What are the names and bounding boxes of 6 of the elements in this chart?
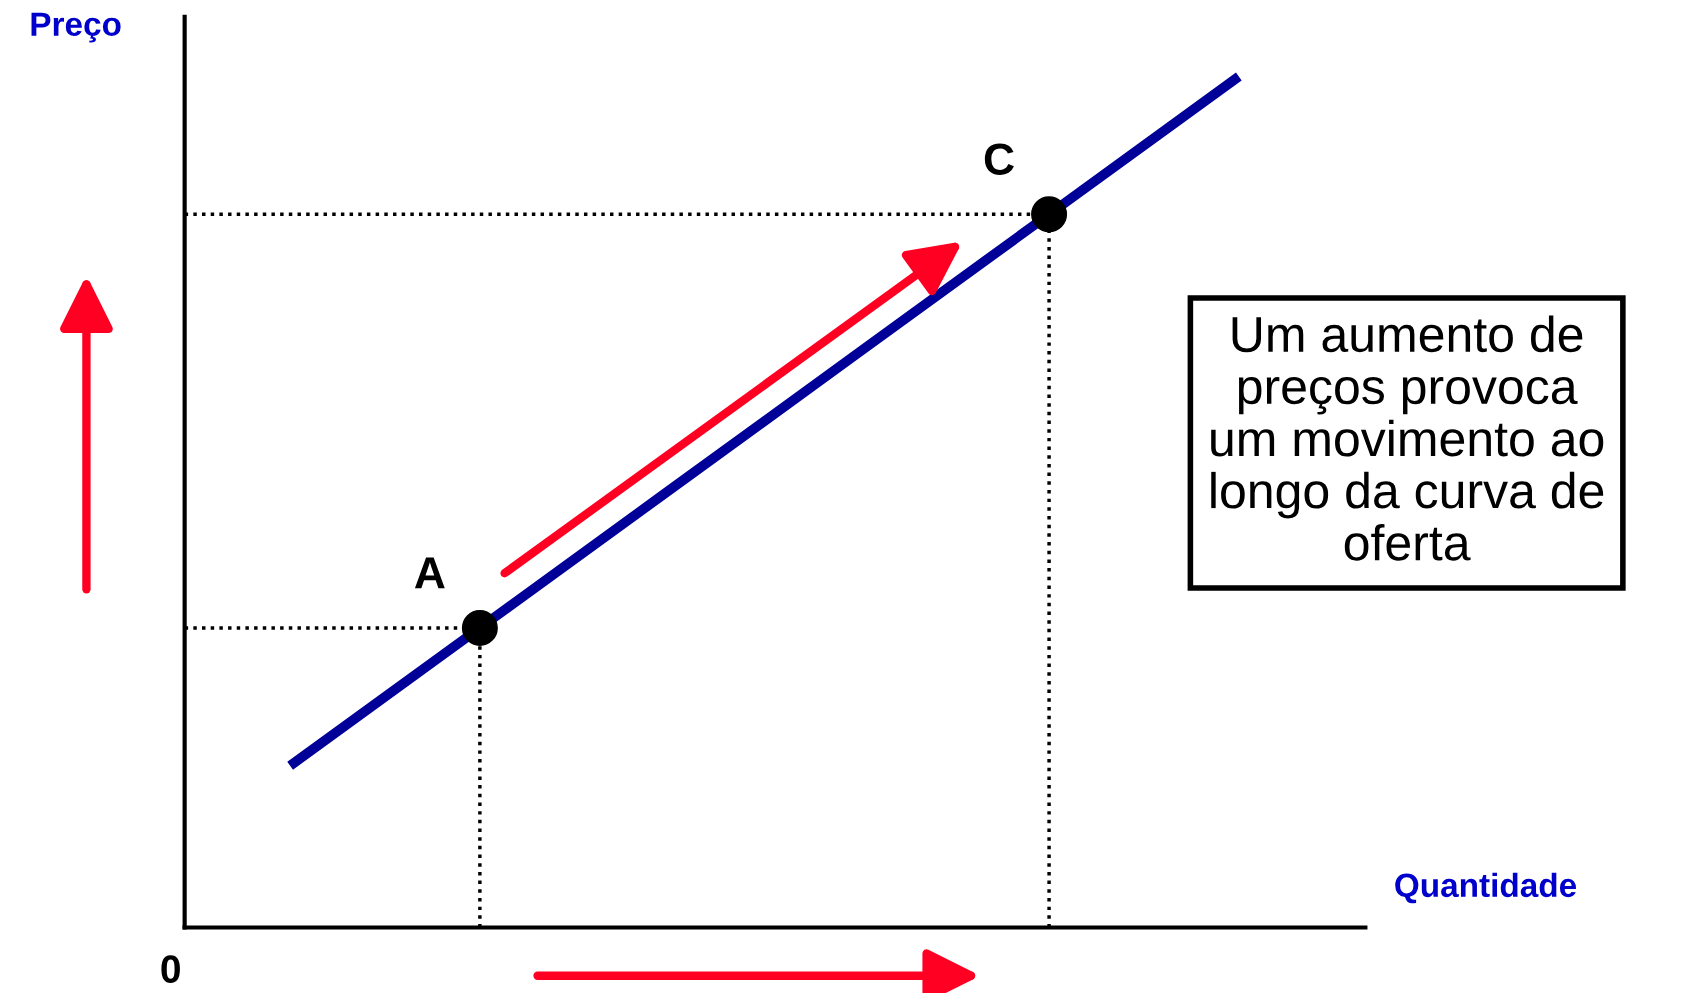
text: 0 xyxy=(161,955,180,983)
annotation: Um aumento de preços provoca um movimento ao longo da curva de oferta xyxy=(1211,315,1604,561)
x-axis-title: Quantidade xyxy=(1395,872,1577,904)
y-axis-title: Preço xyxy=(31,12,121,43)
annotation: C xyxy=(984,143,1014,175)
annotation: A xyxy=(414,557,445,589)
